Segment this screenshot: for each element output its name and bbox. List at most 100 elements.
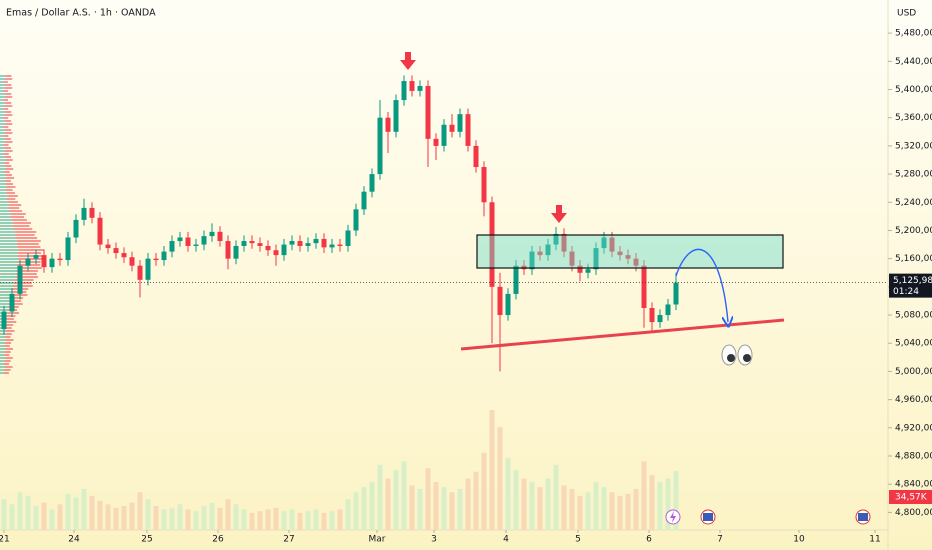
peak-arrow xyxy=(551,205,567,223)
volume-bar xyxy=(401,461,407,530)
candle-body xyxy=(481,167,487,203)
profile-bar xyxy=(0,96,6,98)
x-tick-label: 26 xyxy=(212,535,224,545)
profile-bar xyxy=(0,243,17,245)
profile-bar xyxy=(0,90,4,92)
volume-bar xyxy=(161,509,167,530)
volume-bar xyxy=(497,427,503,530)
profile-bar xyxy=(0,105,6,107)
profile-bar xyxy=(0,225,13,227)
profile-bar xyxy=(0,246,18,248)
volume-bar xyxy=(129,502,135,530)
candle-body xyxy=(177,237,183,242)
profile-bar xyxy=(0,234,35,236)
profile-bar xyxy=(0,366,13,368)
profile-bar xyxy=(0,261,18,263)
candle-body xyxy=(257,243,263,246)
y-tick-label: 5,400,000 xyxy=(895,85,932,95)
volume-bar xyxy=(417,488,423,530)
candle-body xyxy=(473,145,479,168)
volume-bar xyxy=(225,499,231,530)
countdown: 01:24 xyxy=(893,287,919,297)
volume-bar xyxy=(193,511,199,530)
profile-bar xyxy=(0,345,5,347)
profile-bar xyxy=(0,144,9,146)
profile-bar xyxy=(0,330,15,332)
profile-bar xyxy=(0,189,6,191)
profile-bar xyxy=(0,288,29,290)
volume-bar xyxy=(313,509,319,530)
y-tick-label: 5,040,000 xyxy=(895,339,932,349)
profile-bar xyxy=(0,207,9,209)
volume-bar xyxy=(353,492,359,530)
profile-bar xyxy=(0,252,41,254)
profile-bar xyxy=(0,333,6,335)
profile-bar xyxy=(0,291,27,293)
profile-bar xyxy=(0,291,12,293)
candle-body xyxy=(313,238,319,244)
candle-body xyxy=(281,244,287,256)
profile-bar xyxy=(0,75,12,77)
volume-bar xyxy=(593,482,599,530)
profile-bar xyxy=(0,117,9,119)
profile-bar xyxy=(0,150,13,152)
profile-bar xyxy=(0,81,8,83)
candle-body xyxy=(441,124,447,146)
candle-body xyxy=(625,255,631,259)
candle-body xyxy=(129,257,135,266)
candle-body xyxy=(105,244,111,249)
y-tick-label: 5,080,000 xyxy=(895,311,932,321)
profile-bar xyxy=(0,165,5,167)
volume-bar xyxy=(617,495,623,530)
volume-bar xyxy=(393,470,399,530)
profile-bar xyxy=(0,288,13,290)
profile-bar xyxy=(0,138,12,140)
profile-bar xyxy=(0,330,7,332)
profile-bar xyxy=(0,246,41,248)
volume-bar xyxy=(321,512,327,530)
profile-bar xyxy=(0,336,5,338)
profile-bar xyxy=(0,132,6,134)
profile-bar xyxy=(0,204,10,206)
volume-bar xyxy=(345,499,351,530)
candle-body xyxy=(41,255,47,268)
x-tick-label: 3 xyxy=(431,535,437,545)
profile-bar xyxy=(0,198,16,200)
candle-body xyxy=(361,191,367,210)
event-icons xyxy=(665,509,871,525)
profile-bar xyxy=(0,126,9,128)
volume-bar xyxy=(89,495,95,530)
volume-bar xyxy=(169,507,175,530)
candle-body xyxy=(185,237,191,246)
volume-profile xyxy=(0,75,44,374)
volume-bar xyxy=(33,506,39,530)
volume-bar xyxy=(249,512,255,530)
profile-bar xyxy=(0,276,17,278)
profile-bar xyxy=(0,150,6,152)
candle-body xyxy=(33,255,39,259)
last-price-label: 5,125,985 xyxy=(893,276,932,286)
volume-bar xyxy=(641,461,647,530)
volume-bar xyxy=(273,507,279,530)
volume-bar xyxy=(473,471,479,530)
volume-bar xyxy=(41,502,47,530)
profile-bar xyxy=(0,372,4,374)
profile-bar xyxy=(0,99,4,101)
profile-bar xyxy=(0,222,14,224)
profile-bar xyxy=(0,93,5,95)
profile-bar xyxy=(0,348,13,350)
volume-bar xyxy=(25,495,31,530)
profile-bar xyxy=(0,360,5,362)
last-volume-tag xyxy=(889,490,932,504)
profile-bar xyxy=(0,240,41,242)
profile-bar xyxy=(0,225,30,227)
candle-body xyxy=(145,258,151,280)
profile-bar xyxy=(0,303,10,305)
candle-body xyxy=(457,114,463,132)
volume-bar xyxy=(369,482,375,530)
volume-bar xyxy=(137,492,143,530)
volume-bar xyxy=(241,509,247,530)
profile-bar xyxy=(0,189,13,191)
last-volume-label: 34,57K xyxy=(895,493,928,503)
